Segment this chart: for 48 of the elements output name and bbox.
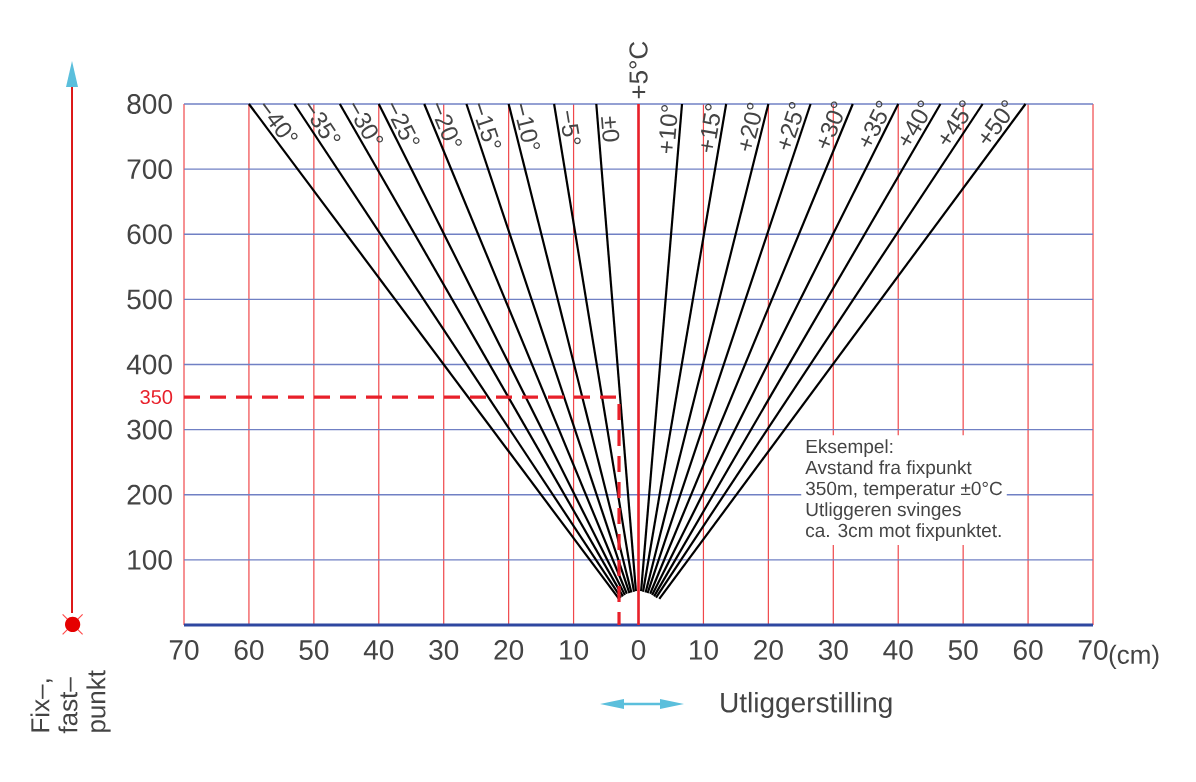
x-tick-label: 40	[363, 640, 394, 660]
text: −10°	[516, 103, 541, 149]
x-tick-label: 20	[494, 640, 524, 660]
y-tick-label: 350	[140, 389, 173, 405]
text: −5°	[561, 110, 581, 145]
text: +25°	[779, 101, 802, 150]
text: ±0	[601, 116, 620, 142]
x-tick-label: 50	[948, 640, 978, 660]
x-tick-label: 50	[299, 640, 329, 660]
x-tick-label: 70	[1078, 640, 1108, 660]
text: −35°	[307, 103, 341, 141]
x-tick-label: 20	[754, 640, 783, 660]
text: −30°	[352, 103, 384, 143]
text: +20°	[740, 102, 761, 151]
x-tick-label: 30	[429, 640, 459, 660]
x-tick-label: 10	[690, 640, 718, 660]
y-tick-label: 200	[127, 484, 172, 505]
x-tick-label: 10	[560, 640, 589, 660]
text: +10°	[659, 104, 678, 154]
y-tick-label: 500	[127, 289, 172, 310]
x-tick-label: 60	[1013, 640, 1043, 660]
text: +5°C	[629, 41, 648, 99]
x-tick-label: 40	[883, 640, 913, 660]
text: +35°	[861, 100, 887, 147]
y-tick-label: 600	[127, 224, 172, 245]
annotation: Eksempel:	[806, 439, 893, 457]
text: −20°	[434, 103, 462, 146]
text: −15°	[475, 103, 502, 148]
y-tick-label: 800	[127, 94, 172, 114]
annotation: ca. 3cm mot fixpunktet.	[806, 523, 1001, 541]
annotation: Utliggeren svinges	[806, 502, 961, 520]
y-axis-title: Fix–, fast– punkt	[30, 670, 111, 734]
text: (cm)	[1109, 644, 1159, 670]
x-tick-label: 0	[631, 640, 646, 660]
annotation: 350m, temperatur ±0°C	[805, 481, 1003, 499]
x-tick-label: 70	[169, 640, 199, 660]
text: +15°	[701, 103, 720, 152]
y-tick-label: 400	[126, 354, 172, 375]
x-axis-title: Utliggerstilling	[721, 691, 892, 719]
text: −40°	[262, 103, 298, 140]
annotation: Avstand fra fixpunkt	[805, 460, 972, 478]
x-tick-label: 30	[818, 640, 848, 660]
text: +30°	[818, 101, 843, 149]
y-tick-label: 300	[127, 419, 172, 440]
y-tick-label: 700	[127, 159, 172, 180]
y-tick-label: 100	[128, 549, 172, 570]
x-tick-label: 60	[234, 640, 264, 660]
text: −25°	[390, 103, 420, 144]
